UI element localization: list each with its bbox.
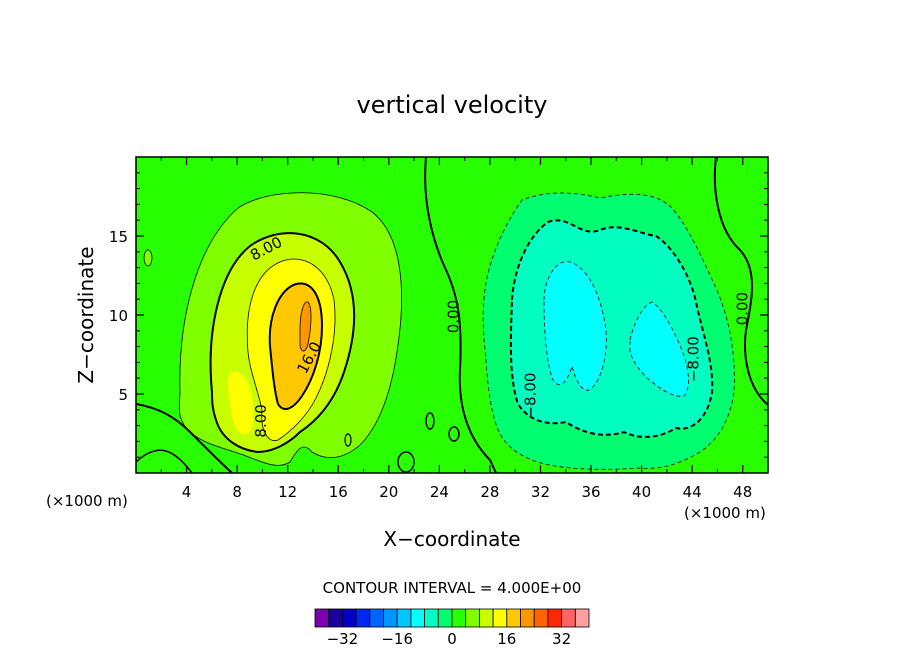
y-tick-label: 5 (118, 386, 128, 404)
colorbar-swatch (355, 608, 371, 628)
contour-plus-20 (299, 301, 312, 352)
contour-fills (136, 157, 768, 473)
x-tick-label: 44 (683, 483, 702, 501)
chart-title: vertical velocity (357, 91, 548, 119)
contour-minus-8 (509, 219, 714, 438)
x-unit-right: (×1000 m) (684, 504, 766, 522)
y-tick-label: 10 (109, 307, 128, 325)
colorbar-labels: −32 −16 0 16 32 (327, 630, 572, 648)
x-tick-label: 48 (733, 483, 752, 501)
small-cell (344, 433, 352, 447)
colorbar-swatch (410, 608, 425, 628)
x-tick-label: 4 (182, 483, 192, 501)
colorbar-swatch (506, 608, 521, 628)
x-tick-label: 24 (430, 483, 449, 501)
contour-plus-8 (209, 232, 356, 454)
fill-level-20 (300, 301, 311, 352)
colorbar-swatch (465, 608, 480, 628)
small-cell (448, 426, 460, 442)
contour-zero-bottom (136, 449, 193, 473)
contour-zero-right (713, 157, 768, 406)
contour-interval-text: CONTOUR INTERVAL = 4.000E+00 (323, 579, 582, 597)
small-cell (425, 412, 435, 430)
colorbar-tick-label: −16 (381, 630, 413, 648)
contour-plus-12 (246, 258, 336, 442)
fill-level-12b (227, 371, 254, 435)
colorbar-swatch (533, 608, 549, 628)
colorbar (314, 608, 590, 628)
contour-label: −8.00 (684, 336, 702, 382)
colorbar-tick-label: −32 (327, 630, 359, 648)
colorbar-swatch (492, 608, 508, 628)
contour-label: −8.00 (521, 373, 539, 419)
small-cell (397, 451, 415, 473)
x-axis-ticks: 4 8 12 16 20 24 28 32 36 40 44 48 (160, 157, 752, 501)
contour-label: 0.00 (444, 300, 462, 333)
contour-minus-4 (482, 192, 735, 470)
contour-label: 8.00 (252, 404, 270, 437)
colorbar-swatch (547, 608, 563, 628)
small-cell (143, 249, 153, 267)
fill-level-minus-12 (544, 261, 607, 391)
colorbar-swatch (341, 608, 357, 628)
colorbar-swatch (437, 608, 453, 628)
contour-plus-4 (178, 192, 402, 466)
colorbar-swatch (574, 608, 590, 628)
colorbar-tick-label: 16 (497, 630, 516, 648)
y-axis-label: Z−coordinate (74, 246, 98, 383)
contour-label: 0.00 (734, 292, 752, 325)
contour-zero-middle (424, 157, 497, 473)
x-axis-label: X−coordinate (383, 527, 520, 551)
colorbar-swatch (561, 608, 576, 628)
colorbar-swatch (369, 608, 384, 628)
colorbar-swatch (328, 608, 343, 628)
colorbar-tick-label: 0 (447, 630, 457, 648)
x-tick-label: 28 (480, 483, 499, 501)
y-tick-label: 15 (109, 228, 128, 246)
fill-level-minus-12b (630, 302, 689, 397)
colorbar-swatch (451, 608, 467, 628)
colorbar-swatch (478, 608, 494, 628)
colorbar-swatch (396, 608, 412, 628)
x-tick-label: 36 (581, 483, 600, 501)
x-tick-label: 8 (232, 483, 242, 501)
y-axis-ticks: 5 10 15 (109, 172, 768, 458)
contour-minus-12b (629, 301, 689, 397)
colorbar-swatch (424, 608, 439, 628)
x-unit-left: (×1000 m) (46, 492, 128, 510)
colorbar-swatch (314, 608, 330, 628)
x-tick-label: 20 (379, 483, 398, 501)
colorbar-swatch (383, 608, 398, 628)
x-tick-label: 12 (278, 483, 297, 501)
x-tick-label: 40 (632, 483, 651, 501)
contour-minus-12 (543, 261, 607, 391)
contour-plus-16 (268, 282, 324, 411)
colorbar-tick-label: 32 (552, 630, 571, 648)
x-tick-label: 32 (531, 483, 550, 501)
x-tick-label: 16 (329, 483, 348, 501)
colorbar-swatch (520, 608, 535, 628)
